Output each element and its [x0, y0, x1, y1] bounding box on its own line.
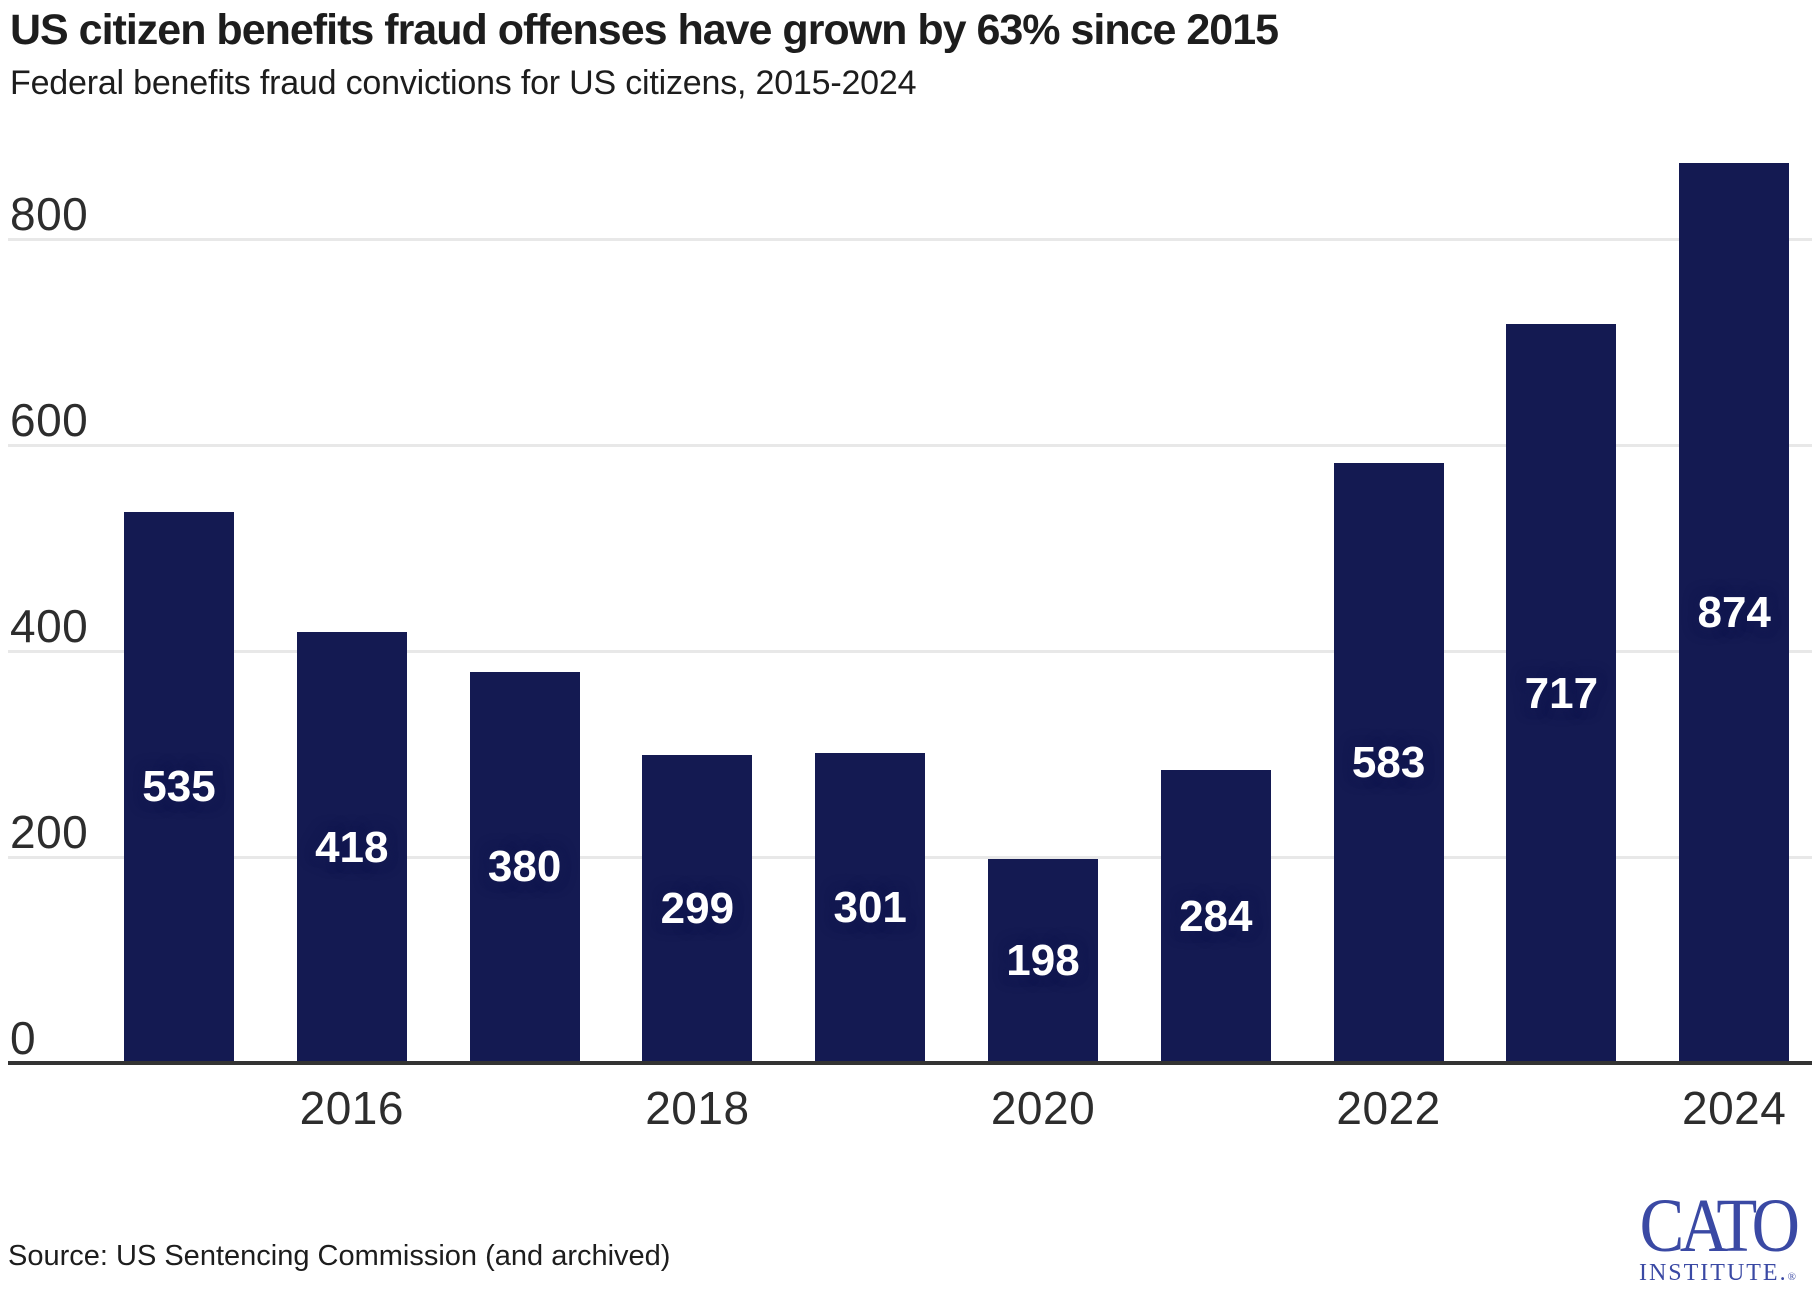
- source-note: Source: US Sentencing Commission (and ar…: [8, 1240, 671, 1272]
- y-tick-label: 0: [10, 1012, 37, 1064]
- bar-2024: 874: [1679, 162, 1790, 1063]
- bar-value-label: 198: [1006, 936, 1080, 986]
- bar-2023: 717: [1506, 324, 1617, 1063]
- bar-value-label: 583: [1351, 737, 1426, 787]
- bar-2016: 418: [296, 632, 407, 1063]
- bar-value-label: 418: [315, 822, 389, 872]
- x-tick-label: 2024: [1682, 1082, 1787, 1134]
- bar-value-label: 535: [142, 762, 216, 812]
- bar-value-label: 380: [487, 842, 562, 892]
- y-tick-label: 800: [10, 188, 89, 240]
- gridline: [8, 238, 1812, 241]
- bar-value-label: 874: [1697, 587, 1771, 637]
- gridline: [8, 444, 1812, 447]
- bar-value-label: 299: [660, 884, 735, 933]
- bar-value-label: 717: [1524, 668, 1599, 718]
- bar-value-label: 284: [1179, 891, 1253, 941]
- registered-trademark-symbol: ®: [1787, 1271, 1796, 1283]
- bar-2019: 301: [815, 752, 926, 1063]
- chart-title: US citizen benefits fraud offenses have …: [10, 6, 1279, 54]
- bar-2018: 299: [642, 755, 753, 1063]
- y-tick-label: 600: [10, 394, 89, 446]
- bar-2017: 380: [469, 671, 580, 1063]
- x-axis-line: [8, 1061, 1812, 1065]
- bar-2015: 535: [124, 511, 234, 1063]
- y-tick-label: 200: [10, 806, 89, 858]
- cato-institute-logo: CATO INSTITUTE.®: [1629, 1184, 1806, 1286]
- y-tick-label: 400: [10, 600, 89, 652]
- logo-institute-line: INSTITUTE.®: [1638, 1260, 1796, 1286]
- x-tick-label: 2016: [299, 1082, 404, 1134]
- bar-2020: 198: [988, 859, 1098, 1063]
- chart-subtitle: Federal benefits fraud convictions for U…: [10, 64, 917, 102]
- bar-2022: 583: [1333, 462, 1444, 1063]
- bar-2021: 284: [1160, 770, 1271, 1063]
- x-tick-label: 2018: [645, 1082, 750, 1134]
- bar-value-label: 301: [833, 882, 907, 932]
- logo-cato-wordmark: CATO: [1639, 1184, 1800, 1269]
- gridline: [8, 650, 1812, 653]
- x-tick-label: 2022: [1336, 1082, 1441, 1134]
- x-tick-label: 2020: [990, 1082, 1096, 1134]
